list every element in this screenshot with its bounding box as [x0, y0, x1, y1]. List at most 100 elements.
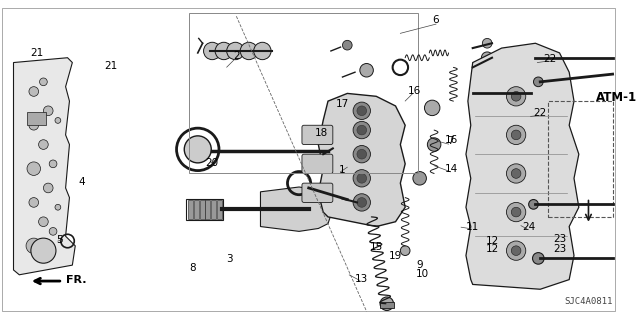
Polygon shape	[318, 93, 405, 226]
Circle shape	[31, 238, 56, 263]
Circle shape	[353, 122, 371, 139]
Text: 8: 8	[189, 263, 196, 273]
Circle shape	[428, 138, 441, 151]
Text: 21: 21	[104, 61, 118, 70]
Circle shape	[511, 169, 521, 178]
Text: 22: 22	[534, 108, 547, 118]
Text: 23: 23	[553, 234, 566, 244]
Text: 7: 7	[447, 136, 454, 146]
Circle shape	[380, 297, 394, 310]
Text: 17: 17	[336, 99, 349, 109]
Text: 19: 19	[389, 250, 402, 261]
Bar	[200, 200, 205, 219]
Circle shape	[506, 125, 526, 145]
Circle shape	[360, 63, 373, 77]
Circle shape	[506, 164, 526, 183]
Circle shape	[357, 197, 367, 207]
Text: 13: 13	[355, 274, 369, 284]
Circle shape	[204, 42, 221, 60]
Text: 6: 6	[433, 15, 440, 26]
Circle shape	[240, 42, 257, 60]
Circle shape	[529, 200, 538, 209]
Text: 18: 18	[315, 128, 328, 138]
Circle shape	[353, 170, 371, 187]
Circle shape	[55, 204, 61, 210]
Circle shape	[506, 241, 526, 260]
Circle shape	[511, 92, 521, 101]
Bar	[548, 101, 612, 217]
FancyBboxPatch shape	[302, 125, 333, 145]
Text: 9: 9	[417, 260, 423, 270]
Circle shape	[357, 125, 367, 135]
Text: 15: 15	[370, 242, 383, 252]
Circle shape	[483, 38, 492, 48]
Circle shape	[49, 160, 57, 168]
Circle shape	[29, 87, 38, 96]
Circle shape	[357, 106, 367, 115]
Text: 11: 11	[466, 222, 479, 232]
Text: 16: 16	[445, 136, 458, 145]
Text: SJC4A0811: SJC4A0811	[564, 297, 612, 306]
Bar	[27, 112, 46, 125]
Circle shape	[353, 194, 371, 211]
Circle shape	[534, 77, 543, 87]
Circle shape	[511, 246, 521, 256]
Circle shape	[506, 203, 526, 222]
Text: 14: 14	[445, 164, 458, 174]
Text: 5: 5	[56, 234, 63, 244]
Circle shape	[253, 42, 271, 60]
Circle shape	[532, 253, 544, 264]
Circle shape	[353, 102, 371, 119]
Circle shape	[27, 162, 40, 175]
Circle shape	[29, 121, 38, 130]
Bar	[205, 200, 211, 219]
Text: 12: 12	[485, 244, 499, 254]
Bar	[189, 13, 418, 174]
Text: 24: 24	[522, 222, 535, 232]
FancyBboxPatch shape	[302, 154, 333, 174]
Text: 12: 12	[485, 236, 499, 246]
Circle shape	[44, 183, 53, 193]
Text: 10: 10	[416, 269, 429, 279]
Circle shape	[511, 207, 521, 217]
Circle shape	[184, 136, 211, 163]
Circle shape	[29, 197, 38, 207]
Circle shape	[401, 246, 410, 256]
Text: 22: 22	[543, 54, 557, 63]
Text: 4: 4	[79, 177, 85, 187]
FancyBboxPatch shape	[302, 183, 333, 203]
Bar	[211, 200, 216, 219]
Text: 21: 21	[30, 48, 44, 58]
Bar	[194, 200, 199, 219]
Polygon shape	[260, 187, 333, 231]
Text: ATM-1: ATM-1	[596, 92, 637, 104]
Bar	[380, 302, 394, 308]
Text: 23: 23	[553, 244, 566, 254]
Circle shape	[38, 140, 48, 149]
Circle shape	[40, 78, 47, 86]
Circle shape	[413, 172, 426, 185]
Text: 2: 2	[233, 51, 239, 61]
Circle shape	[38, 217, 48, 226]
Polygon shape	[13, 58, 76, 275]
Circle shape	[424, 100, 440, 115]
Bar	[186, 198, 223, 220]
Circle shape	[357, 174, 367, 183]
Circle shape	[55, 117, 61, 123]
Circle shape	[481, 52, 493, 63]
Bar	[188, 200, 193, 219]
Circle shape	[26, 238, 42, 254]
Circle shape	[357, 149, 367, 159]
Circle shape	[511, 130, 521, 140]
Text: 20: 20	[205, 158, 219, 167]
Circle shape	[49, 227, 57, 235]
Circle shape	[44, 106, 53, 115]
Circle shape	[342, 41, 352, 50]
Polygon shape	[466, 43, 579, 289]
Circle shape	[353, 145, 371, 163]
Text: 1: 1	[339, 165, 346, 175]
Text: 16: 16	[408, 86, 422, 96]
Circle shape	[506, 87, 526, 106]
Text: FR.: FR.	[66, 275, 86, 285]
Circle shape	[227, 42, 244, 60]
